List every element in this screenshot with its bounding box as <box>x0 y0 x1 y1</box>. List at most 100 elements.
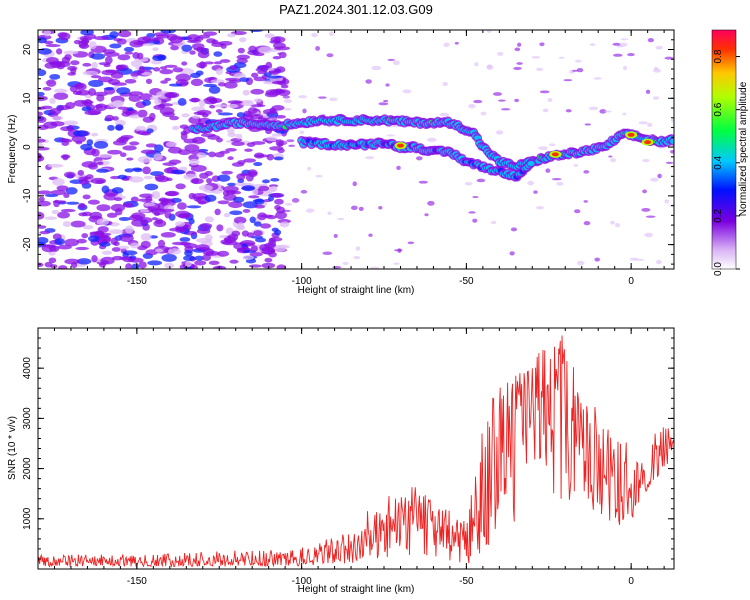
noise-blob <box>82 62 92 67</box>
noise-blob <box>47 163 64 168</box>
spectrogram-y-label: Frequency (Hz) <box>7 115 18 184</box>
noise-blob <box>277 52 282 55</box>
noise-blob <box>274 46 291 51</box>
noise-blob <box>253 76 267 82</box>
noise-blob <box>172 125 180 131</box>
noise-blob <box>91 61 98 70</box>
noise-blob <box>117 30 132 38</box>
noise-blob <box>164 262 174 269</box>
figure-title: PAZ1.2024.301.12.03.G09 <box>279 2 433 17</box>
noise-blob <box>90 177 107 185</box>
noise-blob <box>214 104 229 108</box>
noise-blob <box>155 218 163 225</box>
noise-blob <box>655 45 663 50</box>
noise-blob <box>454 41 459 45</box>
noise-blob <box>249 252 263 257</box>
noise-blob <box>161 253 177 262</box>
noise-blob <box>386 134 395 137</box>
noise-blob <box>610 158 617 163</box>
noise-blob <box>547 97 553 103</box>
noise-blob <box>583 221 591 226</box>
noise-blob <box>190 78 204 87</box>
noise-blob <box>228 201 243 209</box>
noise-blob <box>225 227 234 235</box>
noise-blob <box>365 79 372 84</box>
spectrogram-frame <box>37 29 675 270</box>
noise-blob <box>237 160 246 165</box>
noise-blob <box>94 104 104 109</box>
noise-blob <box>239 37 247 43</box>
noise-blob <box>472 196 479 199</box>
noise-blob <box>333 233 338 239</box>
noise-blob <box>112 140 127 146</box>
noise-blob <box>177 98 187 106</box>
noise-blob <box>116 87 131 95</box>
noise-blob <box>274 204 281 210</box>
noise-blob <box>113 241 120 247</box>
noise-blob <box>227 182 237 187</box>
noise-blob <box>104 114 115 122</box>
noise-blob <box>56 185 69 192</box>
noise-blob <box>87 199 100 205</box>
noise-blob <box>130 60 143 68</box>
noise-blob <box>171 169 185 174</box>
noise-blob <box>647 38 654 43</box>
noise-blob <box>266 153 274 161</box>
noise-blob <box>257 65 267 69</box>
noise-blob <box>250 245 258 252</box>
noise-blob <box>584 123 591 126</box>
noise-blob <box>58 32 71 41</box>
noise-blob <box>46 79 57 87</box>
noise-blob <box>227 126 235 135</box>
noise-blob <box>516 62 523 65</box>
noise-blob <box>57 211 70 219</box>
noise-blob <box>214 151 225 158</box>
noise-blob <box>150 96 159 101</box>
noise-blob <box>67 72 76 76</box>
noise-blob <box>329 97 338 102</box>
noise-blob <box>111 187 124 194</box>
noise-blob <box>209 104 216 109</box>
y-tick-label: 4000 <box>22 357 33 380</box>
noise-blob <box>627 52 635 57</box>
noise-blob <box>213 51 223 57</box>
noise-blob <box>198 99 206 108</box>
noise-blob <box>594 257 600 262</box>
noise-blob <box>267 67 275 72</box>
noise-blob <box>78 212 88 217</box>
noise-blob <box>378 102 389 106</box>
noise-blob <box>113 100 125 107</box>
noise-blob <box>327 211 332 215</box>
noise-blob <box>279 221 290 228</box>
noise-blob <box>274 198 284 205</box>
noise-blob <box>201 113 209 118</box>
colorbar-tick-label: 0.0 <box>713 262 724 276</box>
noise-blob <box>464 181 473 186</box>
noise-blob <box>49 108 62 115</box>
noise-blob <box>233 216 247 224</box>
noise-blob <box>418 180 428 184</box>
noise-blob <box>119 152 127 158</box>
noise-blob <box>183 243 198 249</box>
noise-blob <box>233 72 246 79</box>
noise-blob <box>185 261 192 268</box>
noise-blob <box>181 44 193 52</box>
noise-blob <box>113 38 123 42</box>
noise-blob <box>393 262 400 265</box>
noise-blob <box>244 148 253 152</box>
noise-blob <box>183 255 195 262</box>
noise-blob <box>206 177 213 184</box>
noise-blob <box>101 185 110 194</box>
noise-blob <box>273 156 284 161</box>
noise-blob <box>232 196 245 203</box>
noise-blob <box>122 202 134 208</box>
noise-blob <box>576 67 584 73</box>
colorbar-tick-label: 0.4 <box>713 155 724 169</box>
noise-blob <box>43 30 52 37</box>
noise-blob <box>109 43 122 49</box>
noise-blob <box>237 247 246 252</box>
y-tick-label: -10 <box>22 188 33 203</box>
noise-blob <box>318 96 327 99</box>
noise-blob <box>136 130 150 136</box>
noise-blob <box>197 50 210 59</box>
